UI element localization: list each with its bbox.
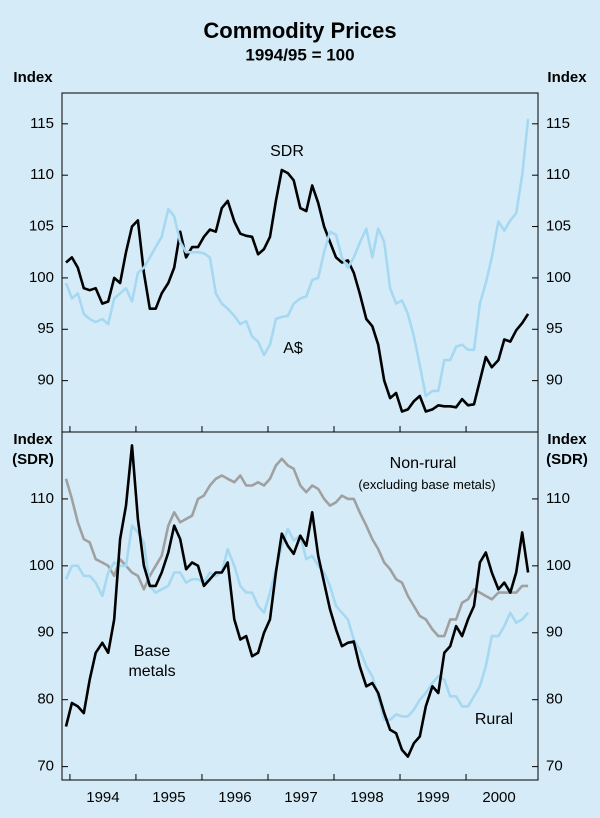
y-tick-label: 70 (37, 758, 54, 775)
series-label: Rural (474, 711, 514, 728)
series-line (64, 444, 530, 758)
y-tick-label: 95 (37, 320, 54, 337)
x-tick-label: 2000 (482, 789, 515, 806)
y-axis-label: Index (SDR) (12, 431, 54, 468)
y-tick-label: 100 (29, 557, 54, 574)
series-label: Base metals (128, 643, 176, 680)
series-label: A$ (283, 340, 303, 357)
y-tick-label: 90 (37, 624, 54, 641)
y-axis-label-right: Index (SDR) (546, 431, 588, 468)
y-tick-label: 100 (29, 269, 54, 286)
y-tick-label-right: 95 (546, 320, 563, 337)
series-label: SDR (270, 143, 304, 160)
y-tick-label-right: 110 (546, 490, 570, 507)
y-axis-label-right: Index (547, 69, 587, 86)
y-tick-label-right: 110 (546, 166, 570, 183)
y-tick-label: 90 (37, 372, 54, 389)
y-tick-label-right: 100 (546, 269, 571, 286)
x-tick-label: 1999 (416, 789, 449, 806)
chart-subtitle: 1994/95 = 100 (245, 45, 354, 64)
y-tick-label-right: 70 (546, 758, 563, 775)
y-tick-label-right: 80 (546, 691, 563, 708)
y-tick-label: 105 (29, 218, 54, 235)
y-tick-label-right: 100 (546, 557, 571, 574)
x-tick-label: 1994 (86, 789, 119, 806)
chart-title: Commodity Prices (203, 18, 396, 43)
series-line (64, 457, 529, 638)
y-tick-label: 115 (30, 115, 54, 132)
x-tick-label: 1997 (284, 789, 317, 806)
x-tick-label: 1996 (218, 789, 251, 806)
series-label: Non-rural (389, 455, 457, 472)
y-tick-label-right: 115 (546, 115, 570, 132)
y-tick-label-right: 90 (546, 624, 563, 641)
y-tick-label-right: 105 (546, 218, 571, 235)
series-line (64, 118, 530, 398)
panel-frame (61, 431, 539, 781)
y-axis-label: Index (13, 69, 53, 86)
y-tick-label: 110 (30, 166, 54, 183)
series-line (64, 524, 530, 722)
y-tick-label-right: 90 (546, 372, 563, 389)
y-tick-label: 110 (30, 490, 54, 507)
annotation: (excluding base metals) (358, 477, 496, 492)
x-tick-label: 1995 (152, 789, 185, 806)
y-tick-label: 80 (37, 691, 54, 708)
series-line (65, 168, 530, 413)
x-tick-label: 1998 (350, 789, 383, 806)
